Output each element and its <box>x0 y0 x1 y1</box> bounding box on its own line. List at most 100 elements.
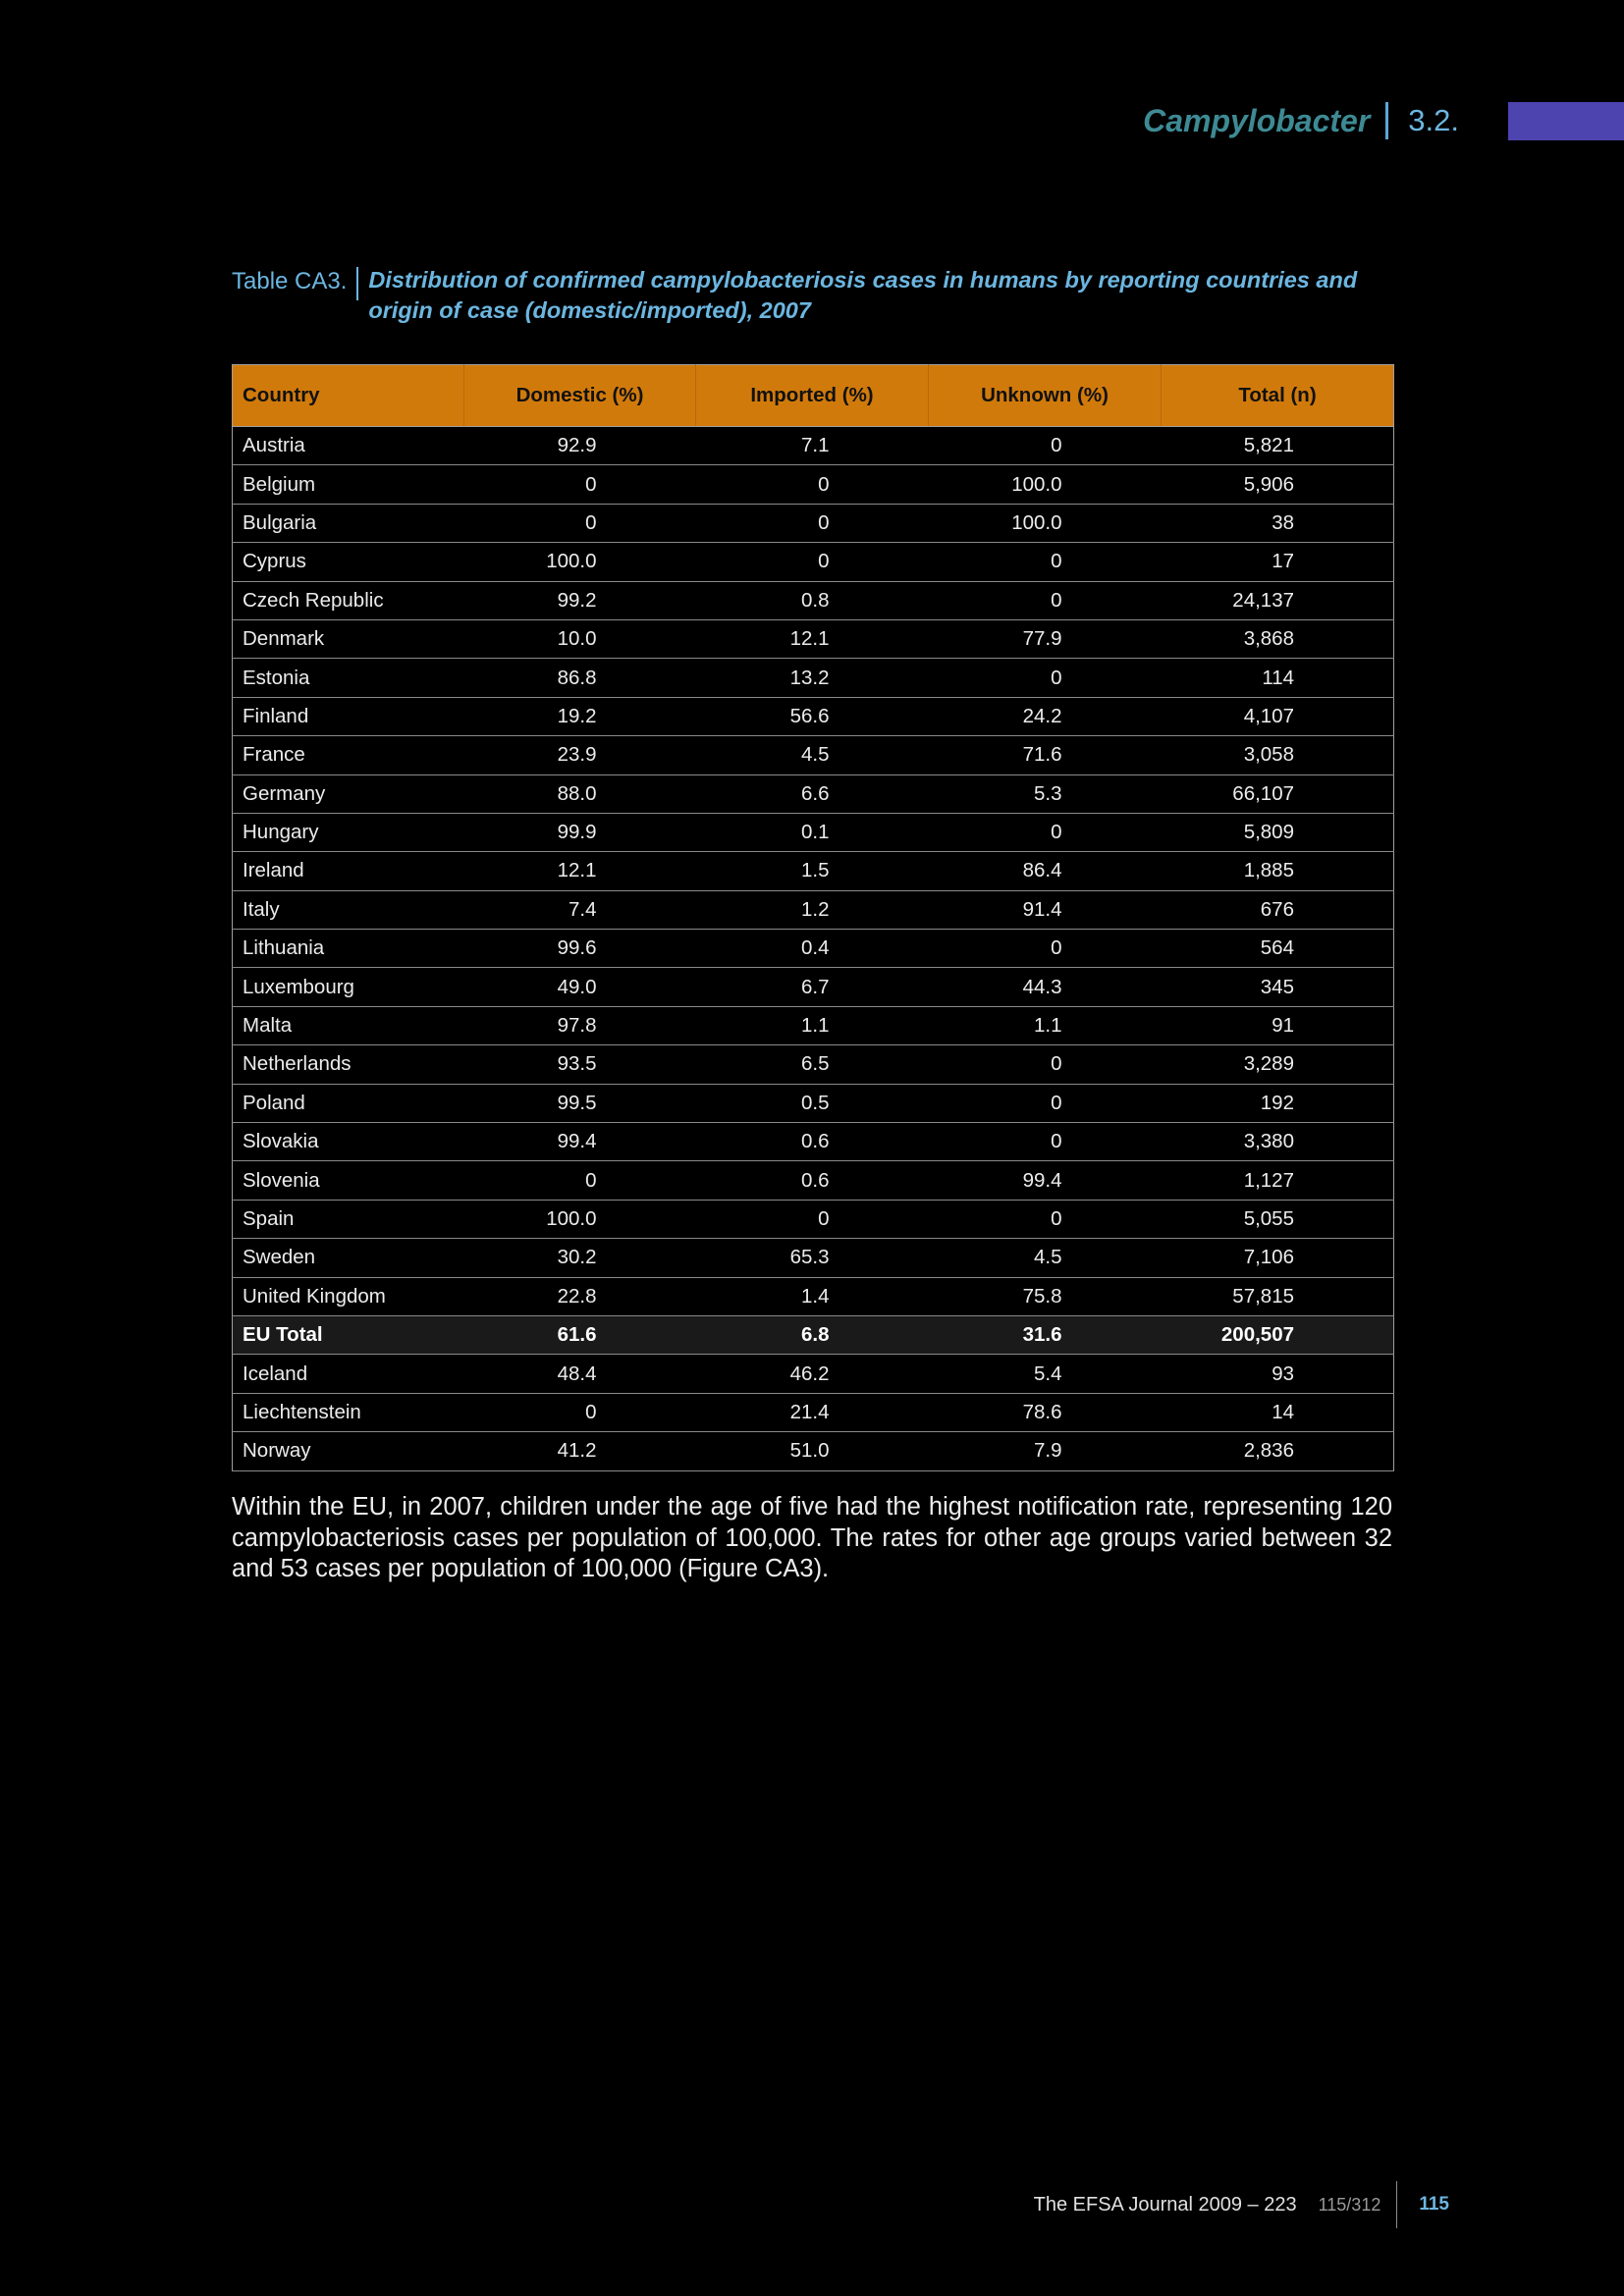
table-row: Spain 100.0 0 0 5,055 <box>232 1199 1394 1240</box>
page-number: 115 <box>1419 2194 1449 2215</box>
cell-country: Spain <box>232 1199 464 1240</box>
table-row: Poland 99.5 0.5 0 192 <box>232 1083 1394 1124</box>
cases-table: Country Domestic (%) Imported (%) Unknow… <box>232 364 1394 1471</box>
table-row: Czech Republic 99.2 0.8 0 24,137 <box>232 580 1394 620</box>
section-number: 3.2. <box>1408 103 1459 137</box>
cell-imported: 0.6 <box>695 1122 929 1162</box>
cell-domestic: 97.8 <box>463 1005 696 1046</box>
table-row: Belgium 0 0 100.0 5,906 <box>232 464 1394 505</box>
table-label: Table CA3. <box>232 268 348 294</box>
cell-total: 93 <box>1161 1354 1394 1394</box>
cell-imported: 0.4 <box>695 929 929 969</box>
cell-unknown: 7.9 <box>928 1431 1162 1471</box>
cell-unknown: 0 <box>928 425 1162 466</box>
cell-domestic: 30.2 <box>463 1238 696 1278</box>
cell-total: 192 <box>1161 1083 1394 1124</box>
cell-domestic: 93.5 <box>463 1044 696 1085</box>
cell-unknown: 0 <box>928 812 1162 853</box>
cell-country: Liechtenstein <box>232 1392 464 1433</box>
cell-imported: 0.8 <box>695 580 929 620</box>
cell-total: 5,809 <box>1161 812 1394 853</box>
cell-domestic: 0 <box>463 464 696 505</box>
cell-imported: 0 <box>695 542 929 582</box>
table-header-row: Country Domestic (%) Imported (%) Unknow… <box>232 364 1394 427</box>
cell-country: Malta <box>232 1005 464 1046</box>
table-row: Malta 97.8 1.1 1.1 91 <box>232 1005 1394 1046</box>
cell-unknown: 5.3 <box>928 774 1162 814</box>
cell-domestic: 19.2 <box>463 696 696 737</box>
cell-unknown: 78.6 <box>928 1392 1162 1433</box>
cell-domestic: 99.2 <box>463 580 696 620</box>
cell-unknown: 0 <box>928 1199 1162 1240</box>
cell-unknown: 0 <box>928 580 1162 620</box>
cell-domestic: 0 <box>463 1160 696 1201</box>
cell-domestic: 100.0 <box>463 542 696 582</box>
table-total-row: EU Total 61.6 6.8 31.6 200,507 <box>232 1314 1394 1356</box>
cell-unknown: 0 <box>928 658 1162 698</box>
cell-country: Cyprus <box>232 542 464 582</box>
cell-imported: 0 <box>695 464 929 505</box>
cell-total: 564 <box>1161 929 1394 969</box>
cell-total: 2,836 <box>1161 1431 1394 1471</box>
cell-domestic: 22.8 <box>463 1276 696 1316</box>
cell-imported: 56.6 <box>695 696 929 737</box>
table-row: Finland 19.2 56.6 24.2 4,107 <box>232 696 1394 737</box>
cell-country: Poland <box>232 1083 464 1124</box>
cell-imported: 1.5 <box>695 851 929 891</box>
body-paragraph: Within the EU, in 2007, children under t… <box>232 1493 1392 1582</box>
col-header-imported: Imported (%) <box>695 364 929 427</box>
cell-imported: 65.3 <box>695 1238 929 1278</box>
cell-country: Bulgaria <box>232 503 464 544</box>
chapter-title: Campylobacter <box>1143 102 1371 138</box>
cell-imported: 0 <box>695 1199 929 1240</box>
footer-divider <box>1396 2181 1398 2228</box>
cell-total: 1,885 <box>1161 851 1394 891</box>
cell-unknown: 100.0 <box>928 464 1162 505</box>
cell-total: 676 <box>1161 889 1394 931</box>
cell-imported: 0.5 <box>695 1083 929 1124</box>
cell-country: Germany <box>232 774 464 814</box>
cell-country: Luxembourg <box>232 967 464 1007</box>
cell-unknown: 0 <box>928 929 1162 969</box>
cell-unknown: 91.4 <box>928 889 1162 931</box>
table-row: Norway 41.2 51.0 7.9 2,836 <box>232 1431 1394 1471</box>
cell-country: Denmark <box>232 618 464 660</box>
cell-domestic: 0 <box>463 1392 696 1433</box>
cell-country: Netherlands <box>232 1044 464 1085</box>
cell-total: 57,815 <box>1161 1276 1394 1316</box>
cell-unknown: 0 <box>928 1083 1162 1124</box>
cell-imported: 1.1 <box>695 1005 929 1046</box>
cell-country: Austria <box>232 425 464 466</box>
cell-total: 91 <box>1161 1005 1394 1046</box>
table-caption: Table CA3. Distribution of confirmed cam… <box>232 265 1392 326</box>
cell-country: Finland <box>232 696 464 737</box>
cell-domestic: 49.0 <box>463 967 696 1007</box>
cell-unknown: 100.0 <box>928 503 1162 544</box>
cell-unknown: 99.4 <box>928 1160 1162 1201</box>
cell-country: EU Total <box>232 1314 464 1356</box>
cell-country: Slovakia <box>232 1122 464 1162</box>
cell-imported: 13.2 <box>695 658 929 698</box>
col-header-total: Total (n) <box>1161 364 1394 427</box>
cell-country: Belgium <box>232 464 464 505</box>
cell-total: 345 <box>1161 967 1394 1007</box>
cell-imported: 21.4 <box>695 1392 929 1433</box>
cell-imported: 7.1 <box>695 425 929 466</box>
table-row: Austria 92.9 7.1 0 5,821 <box>232 425 1394 466</box>
table-body: Austria 92.9 7.1 0 5,821 Belgium 0 0 100.0 5,906 B… <box>232 425 1394 1471</box>
table-row: Germany 88.0 6.6 5.3 66,107 <box>232 774 1394 814</box>
cell-imported: 1.2 <box>695 889 929 931</box>
cell-domestic: 99.6 <box>463 929 696 969</box>
table-row: Bulgaria 0 0 100.0 38 <box>232 503 1394 544</box>
cell-country: Ireland <box>232 851 464 891</box>
cell-country: Czech Republic <box>232 580 464 620</box>
col-header-country: Country <box>232 364 464 427</box>
cell-imported: 0.1 <box>695 812 929 853</box>
journal-name: The EFSA Journal 2009 – 223 <box>1033 2193 1297 2216</box>
cell-unknown: 1.1 <box>928 1005 1162 1046</box>
page-footer: The EFSA Journal 2009 – 223 115/312 115 <box>1033 2181 1449 2228</box>
cell-total: 3,289 <box>1161 1044 1394 1085</box>
cell-total: 5,906 <box>1161 464 1394 505</box>
header-divider <box>1385 102 1389 139</box>
col-header-unknown: Unknown (%) <box>928 364 1162 427</box>
